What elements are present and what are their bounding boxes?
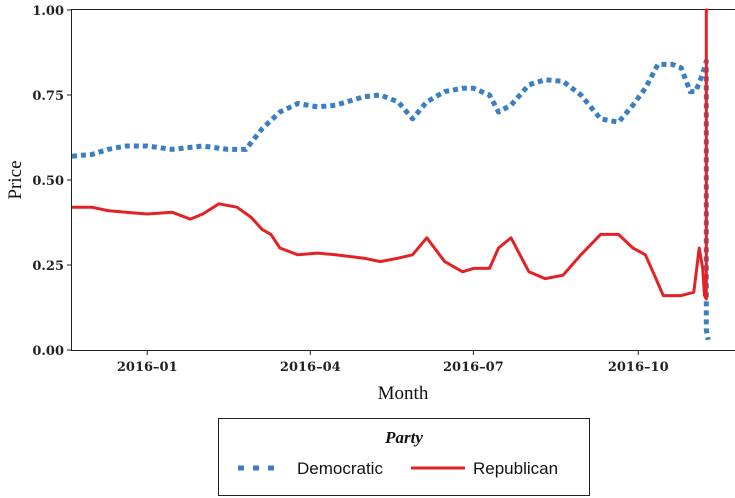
y-axis-ticks: 0.00 0.25 0.50 0.75 1.00 — [32, 4, 72, 359]
y-axis-title: Price — [5, 160, 26, 199]
legend-box — [218, 418, 590, 496]
x-tick-label: 2016–01 — [117, 360, 178, 375]
x-tick-label: 2016–10 — [608, 360, 669, 375]
y-tick-label: 0.75 — [32, 89, 64, 104]
x-axis-title: Month — [378, 383, 429, 404]
x-tick-label: 2016–04 — [280, 360, 341, 375]
y-tick-label: 1.00 — [32, 4, 64, 19]
series-line-democratic — [71, 58, 711, 341]
plot-frame — [71, 9, 735, 351]
y-tick-label: 0.25 — [32, 259, 64, 274]
legend-republican-label: Republican — [473, 459, 558, 478]
x-tick-label: 2016–07 — [443, 360, 504, 375]
legend: Party Democratic Republican — [218, 418, 590, 496]
legend-title: Party — [384, 428, 423, 447]
y-tick-label: 0.00 — [32, 344, 64, 359]
legend-democratic-label: Democratic — [297, 459, 383, 478]
series-line-republican — [72, 8, 709, 301]
series-layer — [71, 8, 711, 341]
y-tick-label: 0.50 — [32, 174, 64, 189]
plot-area: 2016–01 2016–04 2016–07 2016–10 0.00 0.25 0.5… — [32, 4, 735, 375]
x-axis-ticks: 2016–01 2016–04 2016–07 2016–10 — [117, 350, 669, 375]
